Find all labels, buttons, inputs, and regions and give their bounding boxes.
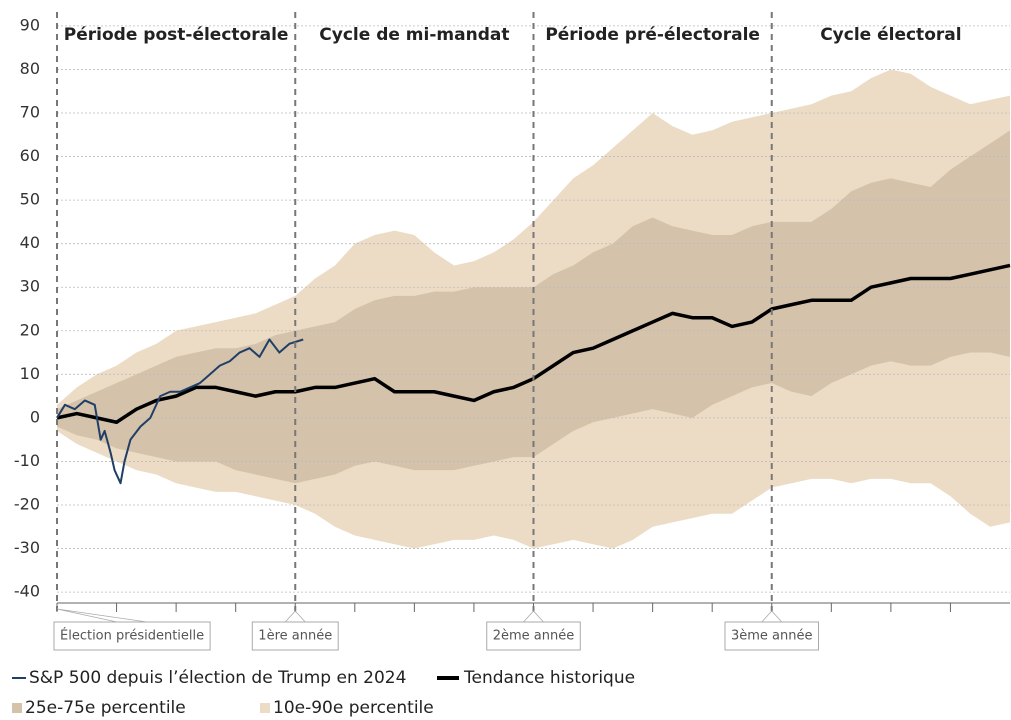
marker-label: 3ème année: [731, 629, 813, 644]
marker: 3ème année: [724, 621, 820, 651]
marker-label: 1ère année: [258, 629, 332, 644]
marker: 1ère année: [251, 621, 339, 651]
y-tick-label: 90: [20, 15, 40, 34]
period-label: Période post-électorale: [64, 25, 289, 45]
series-line: [56, 338, 304, 485]
y-tick-label: 0: [30, 407, 40, 426]
y-tick-label: 30: [20, 277, 40, 296]
marker: Élection présidentielle: [53, 621, 211, 651]
marker-leader: [56, 608, 148, 623]
y-tick-label: 50: [20, 190, 40, 209]
legend-swatch: [12, 703, 22, 713]
marker-box: [251, 621, 339, 651]
marker-leader: [284, 610, 306, 623]
marker-box: [486, 621, 581, 651]
marker-box: [53, 621, 211, 651]
legend-label: S&P 500 depuis l’élection de Trump en 20…: [29, 668, 406, 688]
y-tick-label: 70: [20, 103, 40, 122]
legend-label: 10e-90e percentile: [273, 698, 434, 718]
y-tick-label: -20: [14, 495, 40, 514]
marker-box: [724, 621, 820, 651]
y-tick-label: -30: [14, 538, 40, 557]
marker-label: Élection présidentielle: [60, 628, 204, 644]
period-label: Cycle électoral: [820, 25, 961, 45]
percentile-band: [57, 130, 1010, 484]
period-label: Cycle de mi-mandat: [319, 25, 509, 45]
marker-leader: [523, 610, 544, 623]
y-tick-label: 10: [20, 364, 40, 383]
legend-label: Tendance historique: [463, 668, 635, 688]
marker-leader: [761, 610, 783, 623]
legend-label: 25e-75e percentile: [25, 698, 186, 718]
marker-label: 2ème année: [493, 629, 575, 644]
legend-swatch: [260, 703, 270, 713]
period-label: Période pré-électorale: [545, 25, 760, 45]
y-tick-label: 20: [20, 320, 40, 339]
y-tick-label: 60: [20, 146, 40, 165]
y-tick-label: -10: [14, 451, 40, 470]
y-tick-label: -40: [14, 582, 40, 601]
marker: 2ème année: [486, 621, 581, 651]
y-tick-label: 80: [20, 59, 40, 78]
y-tick-label: 40: [20, 233, 40, 252]
